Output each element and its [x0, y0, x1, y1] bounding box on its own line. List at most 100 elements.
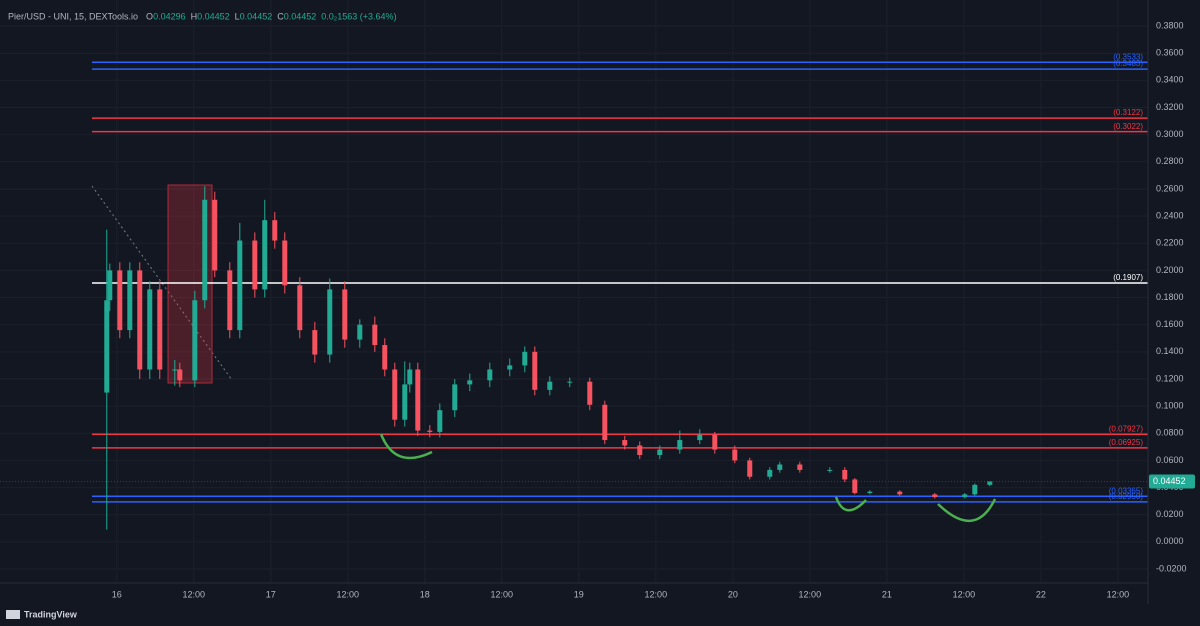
candle-body — [282, 240, 288, 286]
brand-logo — [6, 610, 20, 619]
candle-body — [172, 369, 178, 371]
candle-body — [212, 199, 218, 271]
candle-body — [342, 289, 348, 340]
grid — [0, 0, 1148, 583]
candle-body — [867, 491, 873, 494]
candle-body — [415, 369, 421, 431]
x-tick-label: 12:00 — [953, 589, 976, 599]
candle-body — [327, 289, 333, 355]
candle-body — [602, 404, 608, 441]
y-tick-label: 0.1600 — [1156, 319, 1184, 329]
x-tick-label: 16 — [112, 589, 122, 599]
candle-body — [747, 460, 753, 477]
y-tick-label: 0.1400 — [1156, 346, 1184, 356]
candle-body — [932, 494, 938, 498]
candle-body — [777, 464, 783, 470]
y-tick-label: 0.3800 — [1156, 20, 1184, 30]
candle-body — [372, 324, 378, 346]
candle-body — [677, 440, 683, 450]
candle-body — [842, 469, 848, 480]
candle-body — [827, 469, 833, 471]
y-tick-label: -0.0200 — [1156, 563, 1187, 573]
x-tick-label: 12:00 — [337, 589, 360, 599]
x-tick-label: 12:00 — [1107, 589, 1130, 599]
legend-key: C — [277, 11, 284, 21]
y-tick-label: 0.2200 — [1156, 238, 1184, 248]
legend-key: L — [235, 11, 240, 21]
legend-value: 0.04452 — [197, 11, 230, 21]
candle-body — [252, 240, 258, 290]
candle-body — [237, 240, 243, 331]
last-price-label: 0.04452 — [1153, 476, 1186, 486]
y-tick-label: 0.2000 — [1156, 265, 1184, 275]
brand: TradingView — [24, 609, 78, 619]
y-tick-label: 0.1000 — [1156, 401, 1184, 411]
x-tick-label: 21 — [882, 589, 892, 599]
candle-body — [127, 270, 133, 331]
candle-body — [972, 484, 978, 495]
y-tick-label: 0.0200 — [1156, 509, 1184, 519]
candle-body — [312, 330, 318, 355]
x-tick-label: 12:00 — [491, 589, 514, 599]
candle-body — [987, 481, 993, 485]
candle-body — [567, 381, 573, 383]
level-label: (0.3122) — [1113, 108, 1143, 117]
level-label: (0.03365) — [1109, 486, 1144, 495]
y-tick-label: 0.0800 — [1156, 428, 1184, 438]
candle-body — [202, 199, 208, 301]
candle-body — [522, 351, 528, 366]
candle-body — [732, 449, 738, 461]
candle-body — [697, 434, 703, 441]
x-tick-label: 22 — [1036, 589, 1046, 599]
x-tick-label: 20 — [728, 589, 738, 599]
candle-body — [297, 285, 303, 331]
candle-body — [712, 434, 718, 450]
candle-body — [897, 491, 903, 495]
y-tick-label: 0.3000 — [1156, 129, 1184, 139]
legend-value: 0.04452 — [284, 11, 317, 21]
candle-body — [487, 369, 493, 381]
x-tick-label: 17 — [266, 589, 276, 599]
candle-body — [402, 384, 408, 420]
candle-body — [797, 464, 803, 470]
level-label: (0.1907) — [1113, 273, 1143, 282]
level-label: (0.06925) — [1109, 438, 1144, 447]
candle-body — [767, 469, 773, 477]
y-tick-label: 0.2600 — [1156, 183, 1184, 193]
x-tick-label: 12:00 — [799, 589, 822, 599]
candle-body — [262, 220, 268, 290]
plot — [0, 61, 1148, 530]
y-tick-label: 0.1200 — [1156, 373, 1184, 383]
candle-body — [657, 449, 663, 455]
y-tick-label: 0.2400 — [1156, 210, 1184, 220]
header: Pier/USD - UNI, 15, DEXTools.io O 0.04296… — [8, 11, 397, 21]
x-tick-label: 18 — [420, 589, 430, 599]
candle-body — [157, 289, 163, 370]
candle-body — [467, 380, 473, 385]
candle-body — [587, 381, 593, 405]
candle-body — [437, 410, 443, 432]
bottom-curve — [834, 496, 867, 512]
candle-body — [547, 381, 553, 390]
y-tick-label: 0.2800 — [1156, 156, 1184, 166]
candle-body — [392, 369, 398, 420]
candle-body — [962, 494, 968, 498]
candle-body — [107, 270, 113, 301]
y-tick-label: 0.3200 — [1156, 102, 1184, 112]
x-tick-label: 12:00 — [183, 589, 206, 599]
candle-body — [382, 345, 388, 370]
candle-body — [532, 351, 538, 390]
legend-change: 0.0₂1563 (+3.64%) — [321, 11, 396, 21]
level-label: (0.3022) — [1113, 122, 1143, 131]
symbol: Pier/USD - UNI, 15, DEXTools.io — [8, 11, 138, 21]
candle-body — [177, 369, 183, 381]
candle-body — [852, 479, 858, 494]
legend-value: 0.04296 — [153, 11, 186, 21]
candle-body — [192, 300, 198, 381]
candle-body — [147, 289, 153, 370]
candle-body — [357, 324, 363, 340]
candle-body — [427, 430, 433, 432]
